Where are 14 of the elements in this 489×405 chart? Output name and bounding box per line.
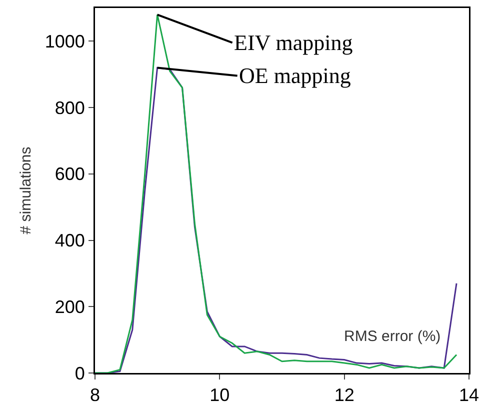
y-axis-title: # simulations [17, 146, 34, 234]
x-tick-label: 14 [458, 385, 480, 405]
y-tick-label: 1000 [44, 31, 85, 52]
x-tick-label: 8 [90, 385, 100, 405]
y-tick-label: 600 [54, 164, 85, 184]
text: OE mapping [239, 63, 351, 88]
x-axis-title: RMS error (%) [344, 328, 441, 345]
text: EIV mapping [234, 30, 353, 55]
x-tick-label: 12 [334, 385, 354, 405]
y-tick-label: 800 [54, 98, 85, 118]
y-tick-label: 0 [74, 363, 85, 384]
x-tick-label: 10 [210, 385, 230, 405]
y-tick-label: 400 [54, 230, 85, 251]
y-tick-label: 200 [54, 296, 85, 317]
